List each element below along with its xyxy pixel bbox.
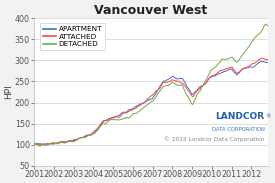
Legend: APARTMENT, ATTACHED, DETACHED: APARTMENT, ATTACHED, DETACHED: [40, 23, 105, 50]
Text: DATA CORPORATION: DATA CORPORATION: [211, 127, 264, 132]
Text: ®: ®: [265, 114, 271, 119]
Text: © 2012 Landcor Data Corporation: © 2012 Landcor Data Corporation: [164, 137, 264, 142]
Title: Vancouver West: Vancouver West: [94, 4, 208, 17]
Y-axis label: HPI: HPI: [4, 85, 13, 99]
Text: LANDCOR: LANDCOR: [215, 113, 264, 122]
